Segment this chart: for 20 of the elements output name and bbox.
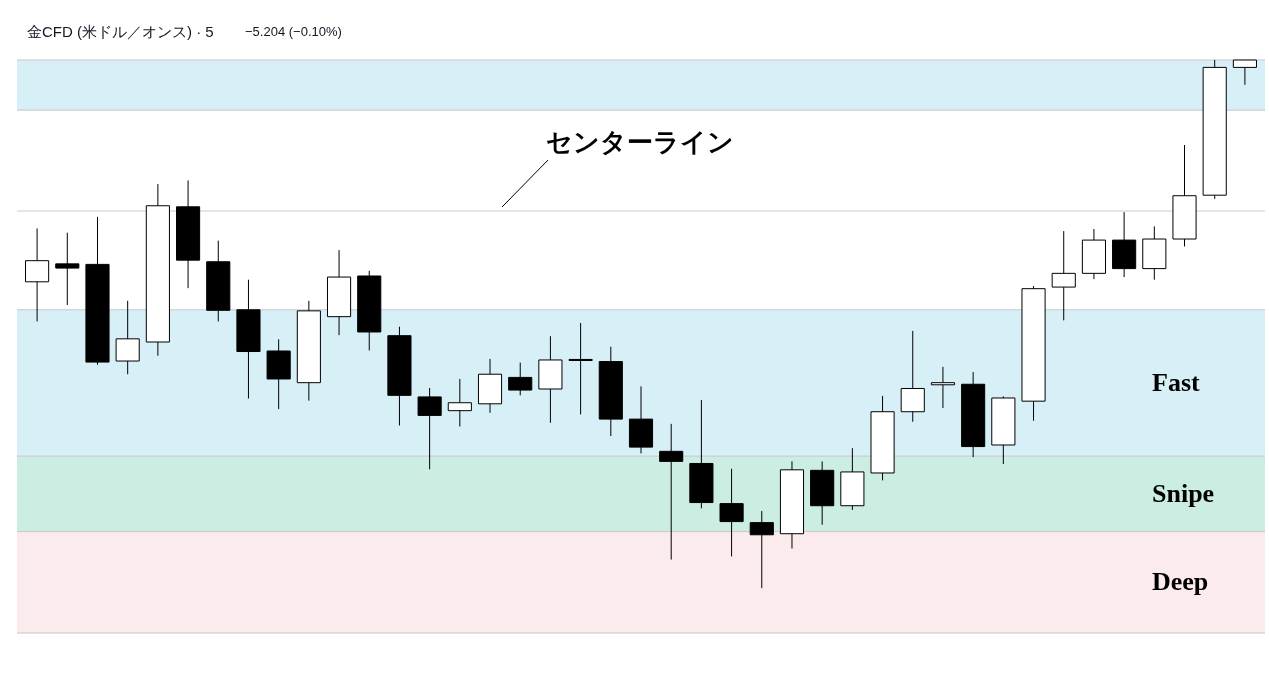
band-label: Snipe bbox=[1152, 478, 1215, 508]
candlestick bbox=[719, 468, 744, 557]
candlestick bbox=[568, 322, 593, 415]
candlestick bbox=[417, 387, 442, 470]
chart-subtitle: −5.204 (−0.10%) bbox=[245, 24, 342, 39]
candlestick bbox=[25, 227, 50, 322]
candlestick bbox=[1051, 230, 1076, 321]
candlestick bbox=[447, 378, 472, 428]
chart-title: 金CFD (米ドル／オンス) · 5 bbox=[27, 23, 214, 40]
band-label: Fast bbox=[1152, 367, 1200, 397]
candlestick bbox=[659, 423, 684, 561]
band-label: Deep bbox=[1152, 567, 1209, 597]
candlestick bbox=[55, 232, 80, 306]
candlestick bbox=[508, 362, 533, 396]
candlestick bbox=[900, 330, 925, 423]
candlestick bbox=[930, 366, 956, 409]
ref-line-label: センターライン bbox=[546, 128, 734, 158]
candlestick bbox=[115, 300, 140, 375]
candlestick bbox=[749, 510, 774, 589]
candlestick bbox=[1232, 59, 1257, 86]
